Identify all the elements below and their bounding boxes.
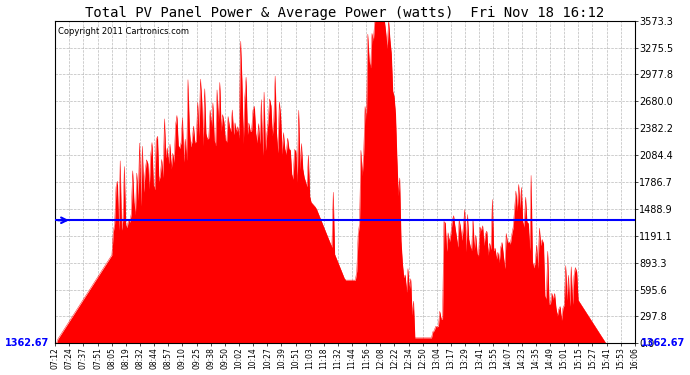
Text: 1362.67: 1362.67	[5, 338, 50, 348]
Text: Copyright 2011 Cartronics.com: Copyright 2011 Cartronics.com	[58, 27, 189, 36]
Title: Total PV Panel Power & Average Power (watts)  Fri Nov 18 16:12: Total PV Panel Power & Average Power (wa…	[86, 6, 604, 20]
Text: 1362.67: 1362.67	[640, 338, 685, 348]
